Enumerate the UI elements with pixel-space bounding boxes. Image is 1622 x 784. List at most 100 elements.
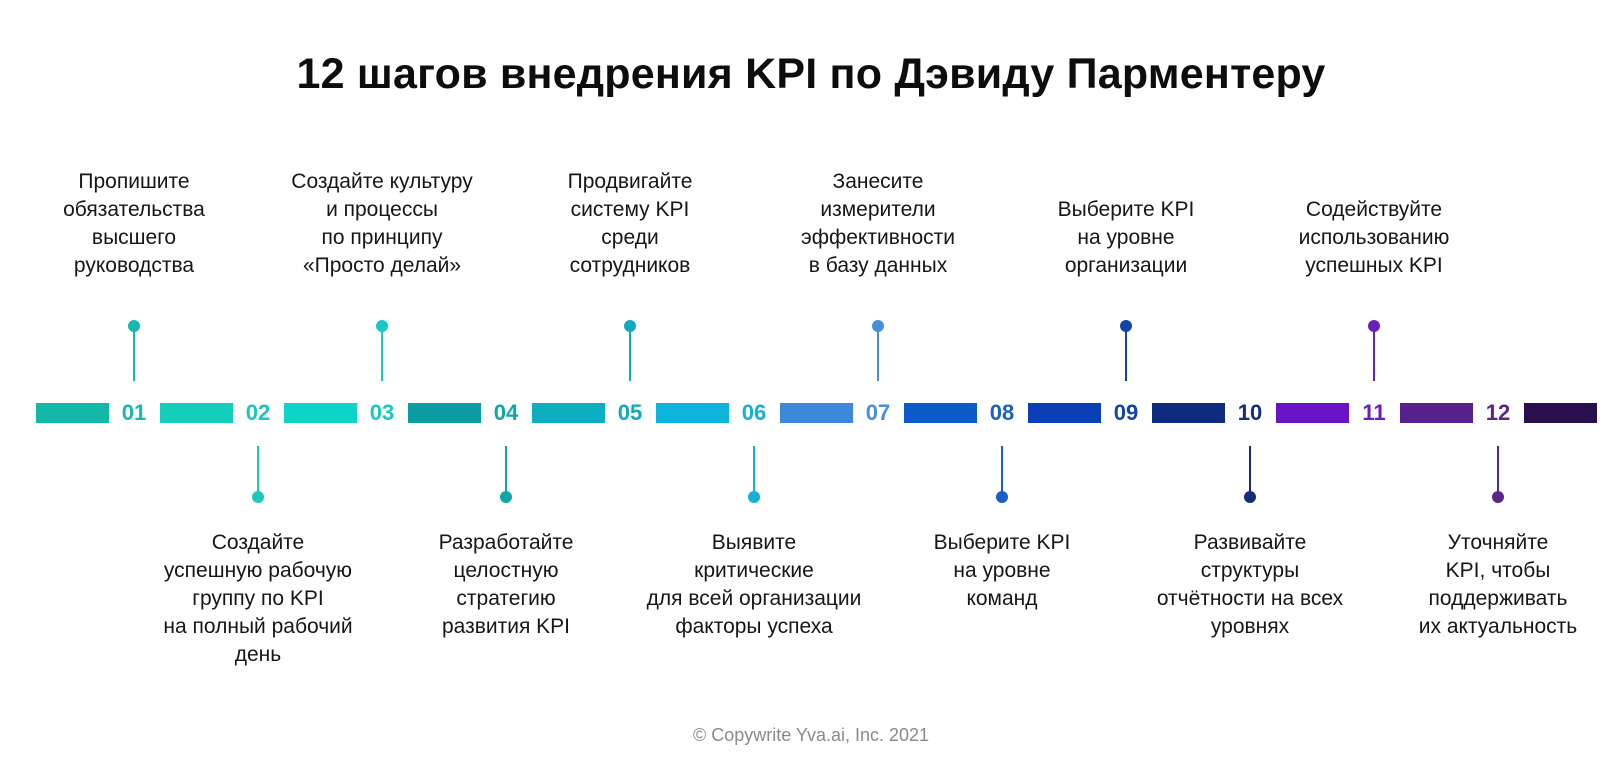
step-label-line: по принципу	[321, 226, 443, 249]
step-label-line: и процессы	[326, 198, 438, 221]
step-number: 08	[989, 400, 1015, 425]
step-label-line: их актуальность	[1418, 615, 1578, 638]
timeline-segment	[159, 403, 233, 423]
step-label-line: Выявите	[711, 531, 797, 554]
timeline-segment	[1027, 403, 1101, 423]
step-number: 03	[369, 400, 395, 425]
step-label-line: обязательства	[63, 198, 205, 221]
step-number: 05	[617, 400, 643, 425]
connector-line	[1125, 329, 1127, 381]
timeline-segment	[35, 403, 109, 423]
step-label-line: организации	[1064, 254, 1188, 277]
connector-dot	[748, 491, 760, 503]
step-label: Развивайте структуры отчётности на всех уро…	[1115, 529, 1385, 641]
connector-line	[505, 446, 507, 497]
step-label-line: Развивайте	[1193, 531, 1307, 554]
timeline-segment	[779, 403, 853, 423]
step-label-line: Выберите KPI	[1057, 198, 1195, 221]
page-title: 12 шагов внедрения KPI по Дэвиду Пармент…	[296, 50, 1326, 98]
step-label-line: на уровне	[953, 559, 1051, 582]
timeline-segment	[1399, 403, 1473, 423]
step-label-line: день	[234, 643, 282, 666]
step-label: Занесите измерители эффективности в базу да…	[743, 168, 1013, 280]
step-label-line: Разработайте	[438, 531, 574, 554]
connector-dot	[1492, 491, 1504, 503]
step-label-line: Содействуйте	[1305, 198, 1443, 221]
connector-dot	[1368, 320, 1380, 332]
step-number: 06	[741, 400, 767, 425]
step-number: 11	[1362, 400, 1386, 425]
step-label: Продвигайте систему KPI среди сотрудников	[495, 168, 765, 280]
step-label-line: стратегию	[456, 587, 556, 610]
step-label-line: систему KPI	[570, 198, 690, 221]
connector-dot	[1244, 491, 1256, 503]
step-label: Уточняйте KPI, чтобы поддерживать их актуал…	[1363, 529, 1622, 641]
copyright-footer: © Copywrite Yva.ai, Inc. 2021	[692, 725, 930, 745]
step-number: 09	[1113, 400, 1139, 425]
step-label-line: уровнях	[1210, 615, 1290, 638]
step-label-line: высшего	[91, 226, 177, 249]
connector-dot	[252, 491, 264, 503]
step-number: 01	[121, 400, 147, 425]
step-label-line: на уровне	[1077, 226, 1175, 249]
step-label-line: отчётности на всех	[1156, 587, 1344, 610]
step-label-line: для всей организации	[646, 587, 862, 610]
step-label-line: поддерживать	[1428, 587, 1568, 610]
timeline-segment	[531, 403, 605, 423]
timeline-segment	[655, 403, 729, 423]
step-number: 12	[1485, 400, 1511, 425]
step-label-line: критические	[694, 559, 814, 582]
step-label-line: измерители	[820, 198, 936, 221]
step-label-line: на полный рабочий	[163, 615, 353, 638]
step-label: Содействуйте использованию успешных KPI	[1239, 196, 1509, 280]
step-label-line: факторы успеха	[675, 615, 833, 638]
step-label: Выберите KPI на уровне команд	[867, 529, 1137, 613]
step-label: Разработайте целостную стратегию развития K…	[371, 529, 641, 641]
step-label-line: в базу данных	[808, 254, 948, 277]
step-label-line: Продвигайте	[567, 170, 693, 193]
connector-line	[381, 329, 383, 381]
step-label-line: команд	[966, 587, 1038, 610]
connector-line	[257, 446, 259, 497]
step-label-line: Выберите KPI	[933, 531, 1071, 554]
step-label-line: Создайте культуру	[291, 170, 473, 193]
step-label-line: руководства	[73, 254, 195, 277]
step-label-line: развития KPI	[441, 615, 571, 638]
step-label: Создайте культуру и процессы по принципу «П…	[247, 168, 517, 280]
connector-line	[1373, 329, 1375, 381]
connector-dot	[1120, 320, 1132, 332]
step-label-line: Уточняйте	[1447, 531, 1549, 554]
connector-line	[753, 446, 755, 497]
step-label-line: успешную рабочую	[163, 559, 353, 582]
timeline-segment	[903, 403, 977, 423]
connector-line	[1497, 446, 1499, 497]
step-label-line: «Просто делай»	[302, 254, 462, 277]
step-label-line: KPI, чтобы	[1445, 559, 1551, 582]
timeline-segment-end	[1523, 403, 1597, 423]
step-label-line: структуры	[1200, 559, 1300, 582]
connector-line	[133, 329, 135, 381]
step-label-line: среди	[601, 226, 659, 249]
timeline-segment	[407, 403, 481, 423]
step-label: Выберите KPI на уровне организации	[991, 196, 1261, 280]
connector-dot	[872, 320, 884, 332]
step-label-line: эффективности	[800, 226, 955, 249]
step-label-line: группу по KPI	[192, 587, 324, 610]
connector-dot	[128, 320, 140, 332]
step-label-line: успешных KPI	[1305, 254, 1443, 277]
step-number: 02	[245, 400, 271, 425]
step-label: Пропишите обязательства высшего руководства	[0, 168, 269, 280]
step-label-line: целостную	[453, 559, 559, 582]
step-label-line: использованию	[1298, 226, 1450, 249]
connector-line	[629, 329, 631, 381]
connector-line	[877, 329, 879, 381]
timeline-segment	[1275, 403, 1349, 423]
step-label: Выявите критические для всей организации фа…	[619, 529, 889, 641]
connector-dot	[500, 491, 512, 503]
step-number: 10	[1237, 400, 1263, 425]
step-label-line: Пропишите	[78, 170, 190, 193]
step-label-line: Создайте	[211, 531, 305, 554]
connector-line	[1001, 446, 1003, 497]
connector-line	[1249, 446, 1251, 497]
connector-dot	[376, 320, 388, 332]
